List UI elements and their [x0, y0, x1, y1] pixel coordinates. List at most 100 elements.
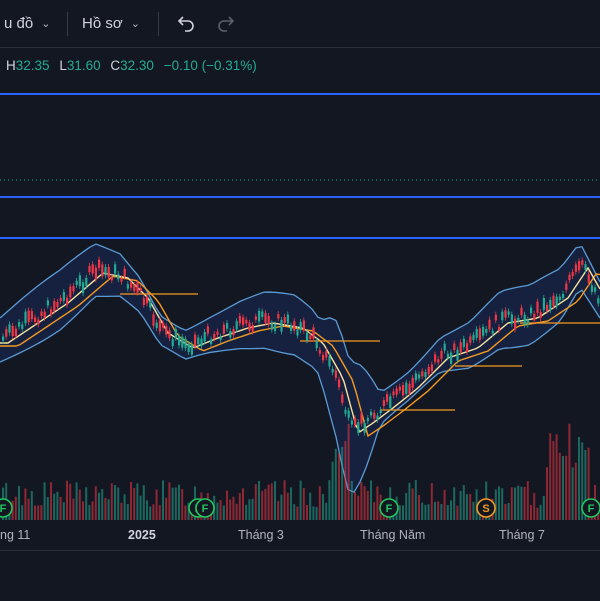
volume-bar	[315, 506, 318, 520]
volume-bar	[126, 503, 129, 520]
candle	[469, 336, 472, 343]
candle	[523, 314, 526, 325]
candle	[53, 301, 56, 311]
candle	[174, 329, 177, 339]
volume-bar	[376, 486, 379, 520]
volume-bar	[258, 480, 260, 520]
volume-bar	[37, 505, 40, 520]
volume-bar	[62, 502, 65, 520]
volume-bar	[322, 493, 324, 520]
volume-bar	[229, 499, 232, 520]
event-marker-label: F	[202, 503, 209, 515]
volume-bar	[574, 462, 577, 520]
volume-bar	[274, 481, 276, 520]
bollinger-lower	[0, 289, 600, 494]
candle	[56, 302, 59, 308]
candle	[8, 324, 11, 333]
volume-bar	[453, 487, 456, 520]
candle	[552, 295, 555, 307]
candle	[219, 336, 222, 340]
candle	[18, 322, 21, 327]
price-chart[interactable]: FFFFSF	[0, 48, 600, 550]
candle	[574, 264, 577, 272]
volume-bar	[498, 486, 500, 520]
volume-bar	[178, 484, 180, 520]
candle	[517, 317, 520, 322]
volume-bar	[40, 505, 43, 520]
candle	[565, 283, 568, 290]
volume-bar	[245, 504, 248, 520]
volume-bar	[523, 486, 526, 520]
volume-bar	[69, 483, 72, 520]
volume-bar	[357, 495, 360, 520]
volume-bar	[238, 493, 241, 520]
volume-bar	[398, 505, 401, 520]
volume-bar	[11, 500, 14, 520]
volume-bar	[171, 487, 174, 520]
volume-bar	[469, 494, 472, 520]
candle	[555, 296, 558, 307]
candle	[373, 412, 376, 419]
volume-bar	[53, 493, 56, 520]
candle	[146, 296, 149, 304]
candle	[158, 320, 161, 332]
volume-bar	[517, 485, 520, 520]
volume-bar	[341, 446, 344, 520]
candle	[526, 319, 529, 325]
candle	[130, 282, 133, 288]
redo-button[interactable]	[216, 0, 236, 47]
volume-bar	[120, 502, 123, 520]
candle	[171, 339, 174, 347]
candle	[590, 285, 593, 292]
candle	[587, 274, 590, 283]
volume-bar	[219, 500, 222, 520]
volume-bar	[162, 480, 164, 520]
candle	[363, 422, 366, 433]
candle	[405, 382, 408, 394]
volume-bar	[46, 496, 49, 520]
candle	[72, 285, 75, 292]
candle	[370, 411, 373, 416]
top-toolbar: u đồ ⌄ Hồ sơ ⌄	[0, 0, 600, 48]
volume-bar	[139, 495, 142, 520]
volume-bar	[366, 490, 369, 520]
candle	[510, 314, 513, 324]
volume-bar	[446, 504, 449, 520]
volume-bar	[261, 490, 264, 520]
candle	[203, 332, 206, 342]
candle	[376, 415, 379, 420]
undo-button[interactable]	[176, 0, 196, 47]
volume-bar	[520, 486, 523, 520]
volume-bar	[558, 452, 561, 520]
bollinger-fill	[0, 244, 600, 493]
volume-bar	[165, 497, 168, 520]
profile-menu[interactable]: Hồ sơ ⌄	[82, 0, 140, 47]
volume-bar	[539, 504, 542, 520]
candle	[21, 324, 24, 330]
candle	[59, 297, 62, 302]
chart-menu-label: u đồ	[4, 15, 34, 32]
candle	[462, 338, 465, 347]
candle	[104, 267, 107, 276]
candle	[181, 336, 184, 348]
candle	[478, 328, 481, 340]
candle	[229, 331, 232, 338]
candle	[43, 311, 46, 318]
chart-menu[interactable]: u đồ ⌄	[4, 0, 50, 47]
candle	[245, 319, 248, 324]
volume-bar	[226, 490, 228, 520]
close-value: 32.30	[120, 58, 154, 73]
event-marker-label: F	[588, 503, 595, 515]
candle	[568, 274, 571, 281]
volume-bar	[581, 442, 584, 520]
redo-icon	[218, 15, 235, 32]
volume-bar	[347, 423, 350, 520]
volume-bar	[242, 488, 244, 520]
volume-bar	[309, 492, 312, 520]
candle	[133, 284, 136, 292]
volume-bar	[235, 503, 238, 520]
candle	[392, 391, 395, 396]
event-marker	[0, 498, 13, 518]
volume-bar	[264, 488, 267, 520]
volume-bar	[331, 461, 334, 520]
